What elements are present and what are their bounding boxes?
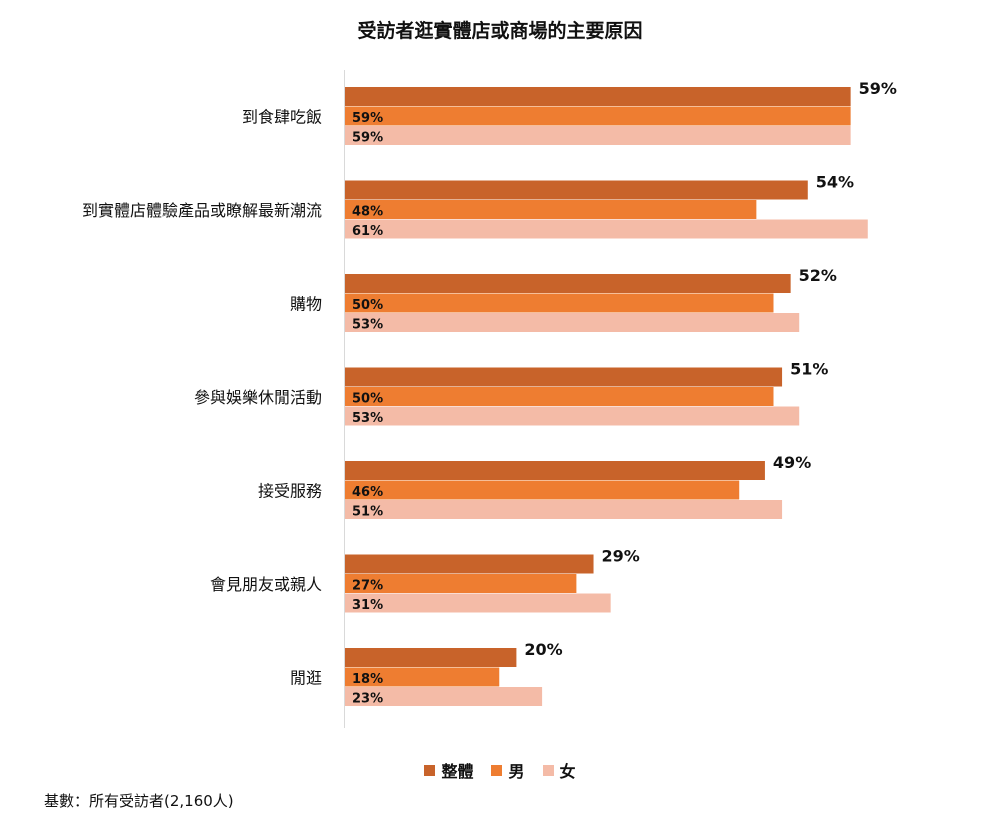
bar-female bbox=[345, 593, 611, 613]
data-label-overall: 29% bbox=[602, 547, 640, 566]
footnote: 基數：所有受訪者(2,160人) bbox=[44, 792, 234, 810]
legend-item-overall: 整體 bbox=[424, 758, 473, 782]
bar-male bbox=[345, 387, 774, 406]
data-label-overall: 54% bbox=[816, 173, 854, 192]
bar-male bbox=[345, 106, 851, 126]
data-label-overall: 49% bbox=[773, 453, 811, 472]
legend-swatch-male bbox=[491, 764, 503, 776]
data-label-overall: 51% bbox=[790, 360, 828, 379]
bar-overall bbox=[345, 367, 783, 387]
bar-overall bbox=[345, 274, 791, 293]
bar-female bbox=[345, 406, 800, 426]
category-label: 購物 bbox=[290, 294, 322, 313]
bar-male bbox=[345, 293, 774, 313]
bar-female bbox=[345, 219, 868, 239]
bar-overall bbox=[345, 461, 765, 480]
bar-overall bbox=[345, 554, 594, 574]
data-label-female: 23% bbox=[352, 692, 383, 707]
bar-female bbox=[345, 313, 800, 332]
legend-label-female: 女 bbox=[559, 762, 576, 781]
category-label: 閒逛 bbox=[290, 668, 322, 687]
bar-overall bbox=[345, 87, 851, 106]
data-label-overall: 59% bbox=[859, 79, 897, 98]
data-label-female: 51% bbox=[352, 505, 383, 520]
data-label-female: 31% bbox=[352, 598, 383, 613]
legend: 整體 男 女 bbox=[0, 758, 1000, 782]
category-label: 會見朋友或親人 bbox=[210, 575, 322, 594]
data-label-female: 53% bbox=[352, 318, 383, 333]
bar-male bbox=[345, 480, 740, 500]
data-label-female: 53% bbox=[352, 411, 383, 426]
category-label: 接受服務 bbox=[258, 481, 322, 500]
category-label: 到實體店體驗產品或瞭解最新潮流 bbox=[82, 201, 322, 220]
legend-swatch-overall bbox=[424, 764, 436, 776]
bar-female bbox=[345, 500, 783, 519]
chart-title: 受訪者逛實體店或商場的主要原因 bbox=[357, 20, 643, 42]
data-label-female: 59% bbox=[352, 131, 383, 146]
data-label-overall: 52% bbox=[799, 266, 837, 285]
data-label-overall: 20% bbox=[524, 640, 562, 659]
bar-male bbox=[345, 200, 757, 219]
data-label-male: 18% bbox=[352, 672, 383, 687]
legend-label-male: 男 bbox=[508, 762, 525, 781]
data-label-male: 50% bbox=[352, 392, 383, 407]
bar-male bbox=[345, 667, 500, 687]
data-label-male: 46% bbox=[352, 485, 383, 500]
legend-swatch-female bbox=[542, 764, 554, 776]
bar-female bbox=[345, 126, 851, 145]
legend-label-overall: 整體 bbox=[441, 762, 474, 781]
category-label: 參與娛樂休閒活動 bbox=[194, 388, 322, 407]
data-label-female: 61% bbox=[352, 224, 383, 239]
category-label: 到食肆吃飯 bbox=[242, 107, 322, 126]
legend-item-female: 女 bbox=[542, 758, 576, 782]
data-label-male: 50% bbox=[352, 298, 383, 313]
bar-female bbox=[345, 687, 543, 706]
legend-item-male: 男 bbox=[491, 758, 525, 782]
data-label-male: 59% bbox=[352, 111, 383, 126]
bar-chart: 到食肆吃飯 59% 59% 59% 到實體店體驗產品或瞭解最新潮流 54% 48% 61% 購物… bbox=[82, 70, 897, 728]
bar-overall bbox=[345, 648, 517, 667]
bar-overall bbox=[345, 180, 808, 200]
data-label-male: 27% bbox=[352, 579, 383, 594]
bar-male bbox=[345, 574, 577, 593]
data-label-male: 48% bbox=[352, 205, 383, 220]
